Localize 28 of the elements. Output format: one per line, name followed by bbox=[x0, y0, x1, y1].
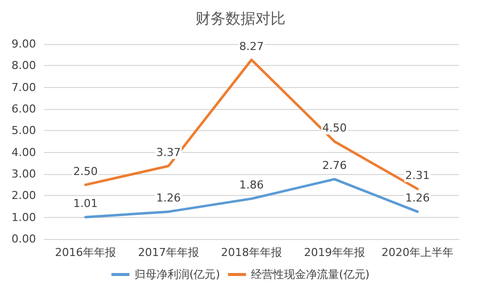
data-label: 2.31 bbox=[405, 168, 430, 182]
data-label: 1.86 bbox=[239, 178, 264, 192]
data-label: 1.01 bbox=[73, 197, 98, 210]
data-label: 2.76 bbox=[322, 159, 347, 172]
legend-label: 经营性现金净流量(亿元) bbox=[251, 268, 370, 281]
data-label: 3.37 bbox=[156, 146, 181, 159]
x-tick-label: 2017年年报 bbox=[138, 246, 199, 259]
y-tick-label: 5.00 bbox=[12, 124, 36, 138]
y-tick-label: 9.00 bbox=[12, 38, 36, 50]
data-label: 1.26 bbox=[405, 192, 430, 205]
x-tick-label: 2016年年报 bbox=[55, 246, 116, 259]
x-tick-label: 2019年年报 bbox=[304, 246, 365, 259]
y-tick-label: 7.00 bbox=[12, 80, 36, 94]
y-tick-label: 0.00 bbox=[12, 232, 36, 246]
y-tick-label: 4.00 bbox=[12, 146, 36, 159]
y-tick-label: 3.00 bbox=[12, 168, 36, 180]
y-tick-label: 2.00 bbox=[12, 189, 36, 202]
chart-title: 财务数据对比 bbox=[196, 10, 286, 28]
y-tick-label: 1.00 bbox=[12, 210, 36, 224]
x-tick-label: 2018年年报 bbox=[221, 246, 282, 259]
y-tick-label: 8.00 bbox=[12, 59, 36, 72]
data-label: 4.50 bbox=[322, 122, 347, 134]
data-label: 2.50 bbox=[73, 164, 98, 178]
legend-label: 归母净利润(亿元) bbox=[134, 268, 220, 281]
data-label: 8.27 bbox=[239, 40, 264, 53]
x-tick-label: 2020年上半年 bbox=[382, 246, 454, 259]
data-label: 1.26 bbox=[156, 192, 181, 205]
y-tick-label: 6.00 bbox=[12, 102, 36, 116]
